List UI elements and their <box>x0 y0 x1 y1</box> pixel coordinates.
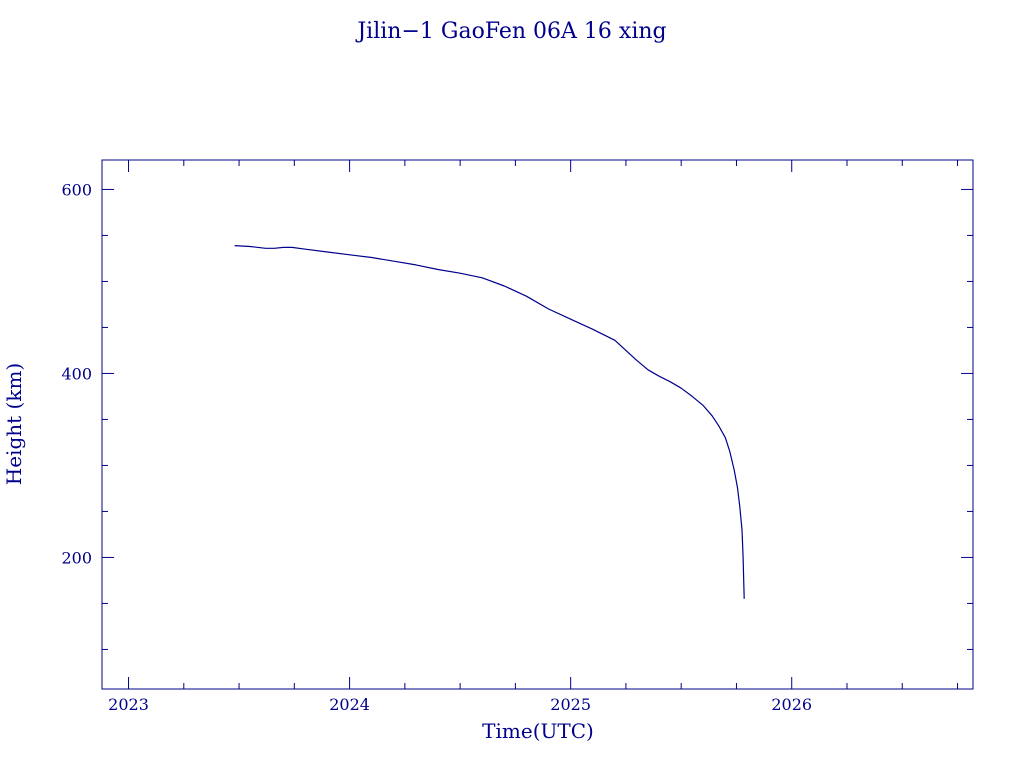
plot-frame <box>101 159 974 690</box>
x-axis-ticks: 2023 2024 2025 2026 <box>108 160 959 714</box>
y-tick-label: 200 <box>61 548 92 567</box>
y-tick-label: 400 <box>61 364 92 383</box>
x-tick-label: 2025 <box>550 695 591 714</box>
chart-title: Jilin−1 GaoFen 06A 16 xing <box>355 19 666 44</box>
y-axis-ticks: 200 400 600 <box>61 180 973 650</box>
x-tick-label: 2024 <box>329 695 370 714</box>
x-tick-label: 2023 <box>108 695 149 714</box>
series-layer <box>234 245 745 599</box>
x-tick-label: 2026 <box>771 695 812 714</box>
series-line <box>234 245 745 599</box>
y-axis-label: Height (km) <box>2 363 26 485</box>
y-tick-label: 600 <box>61 180 92 199</box>
x-axis-label: Time(UTC) <box>482 719 594 743</box>
